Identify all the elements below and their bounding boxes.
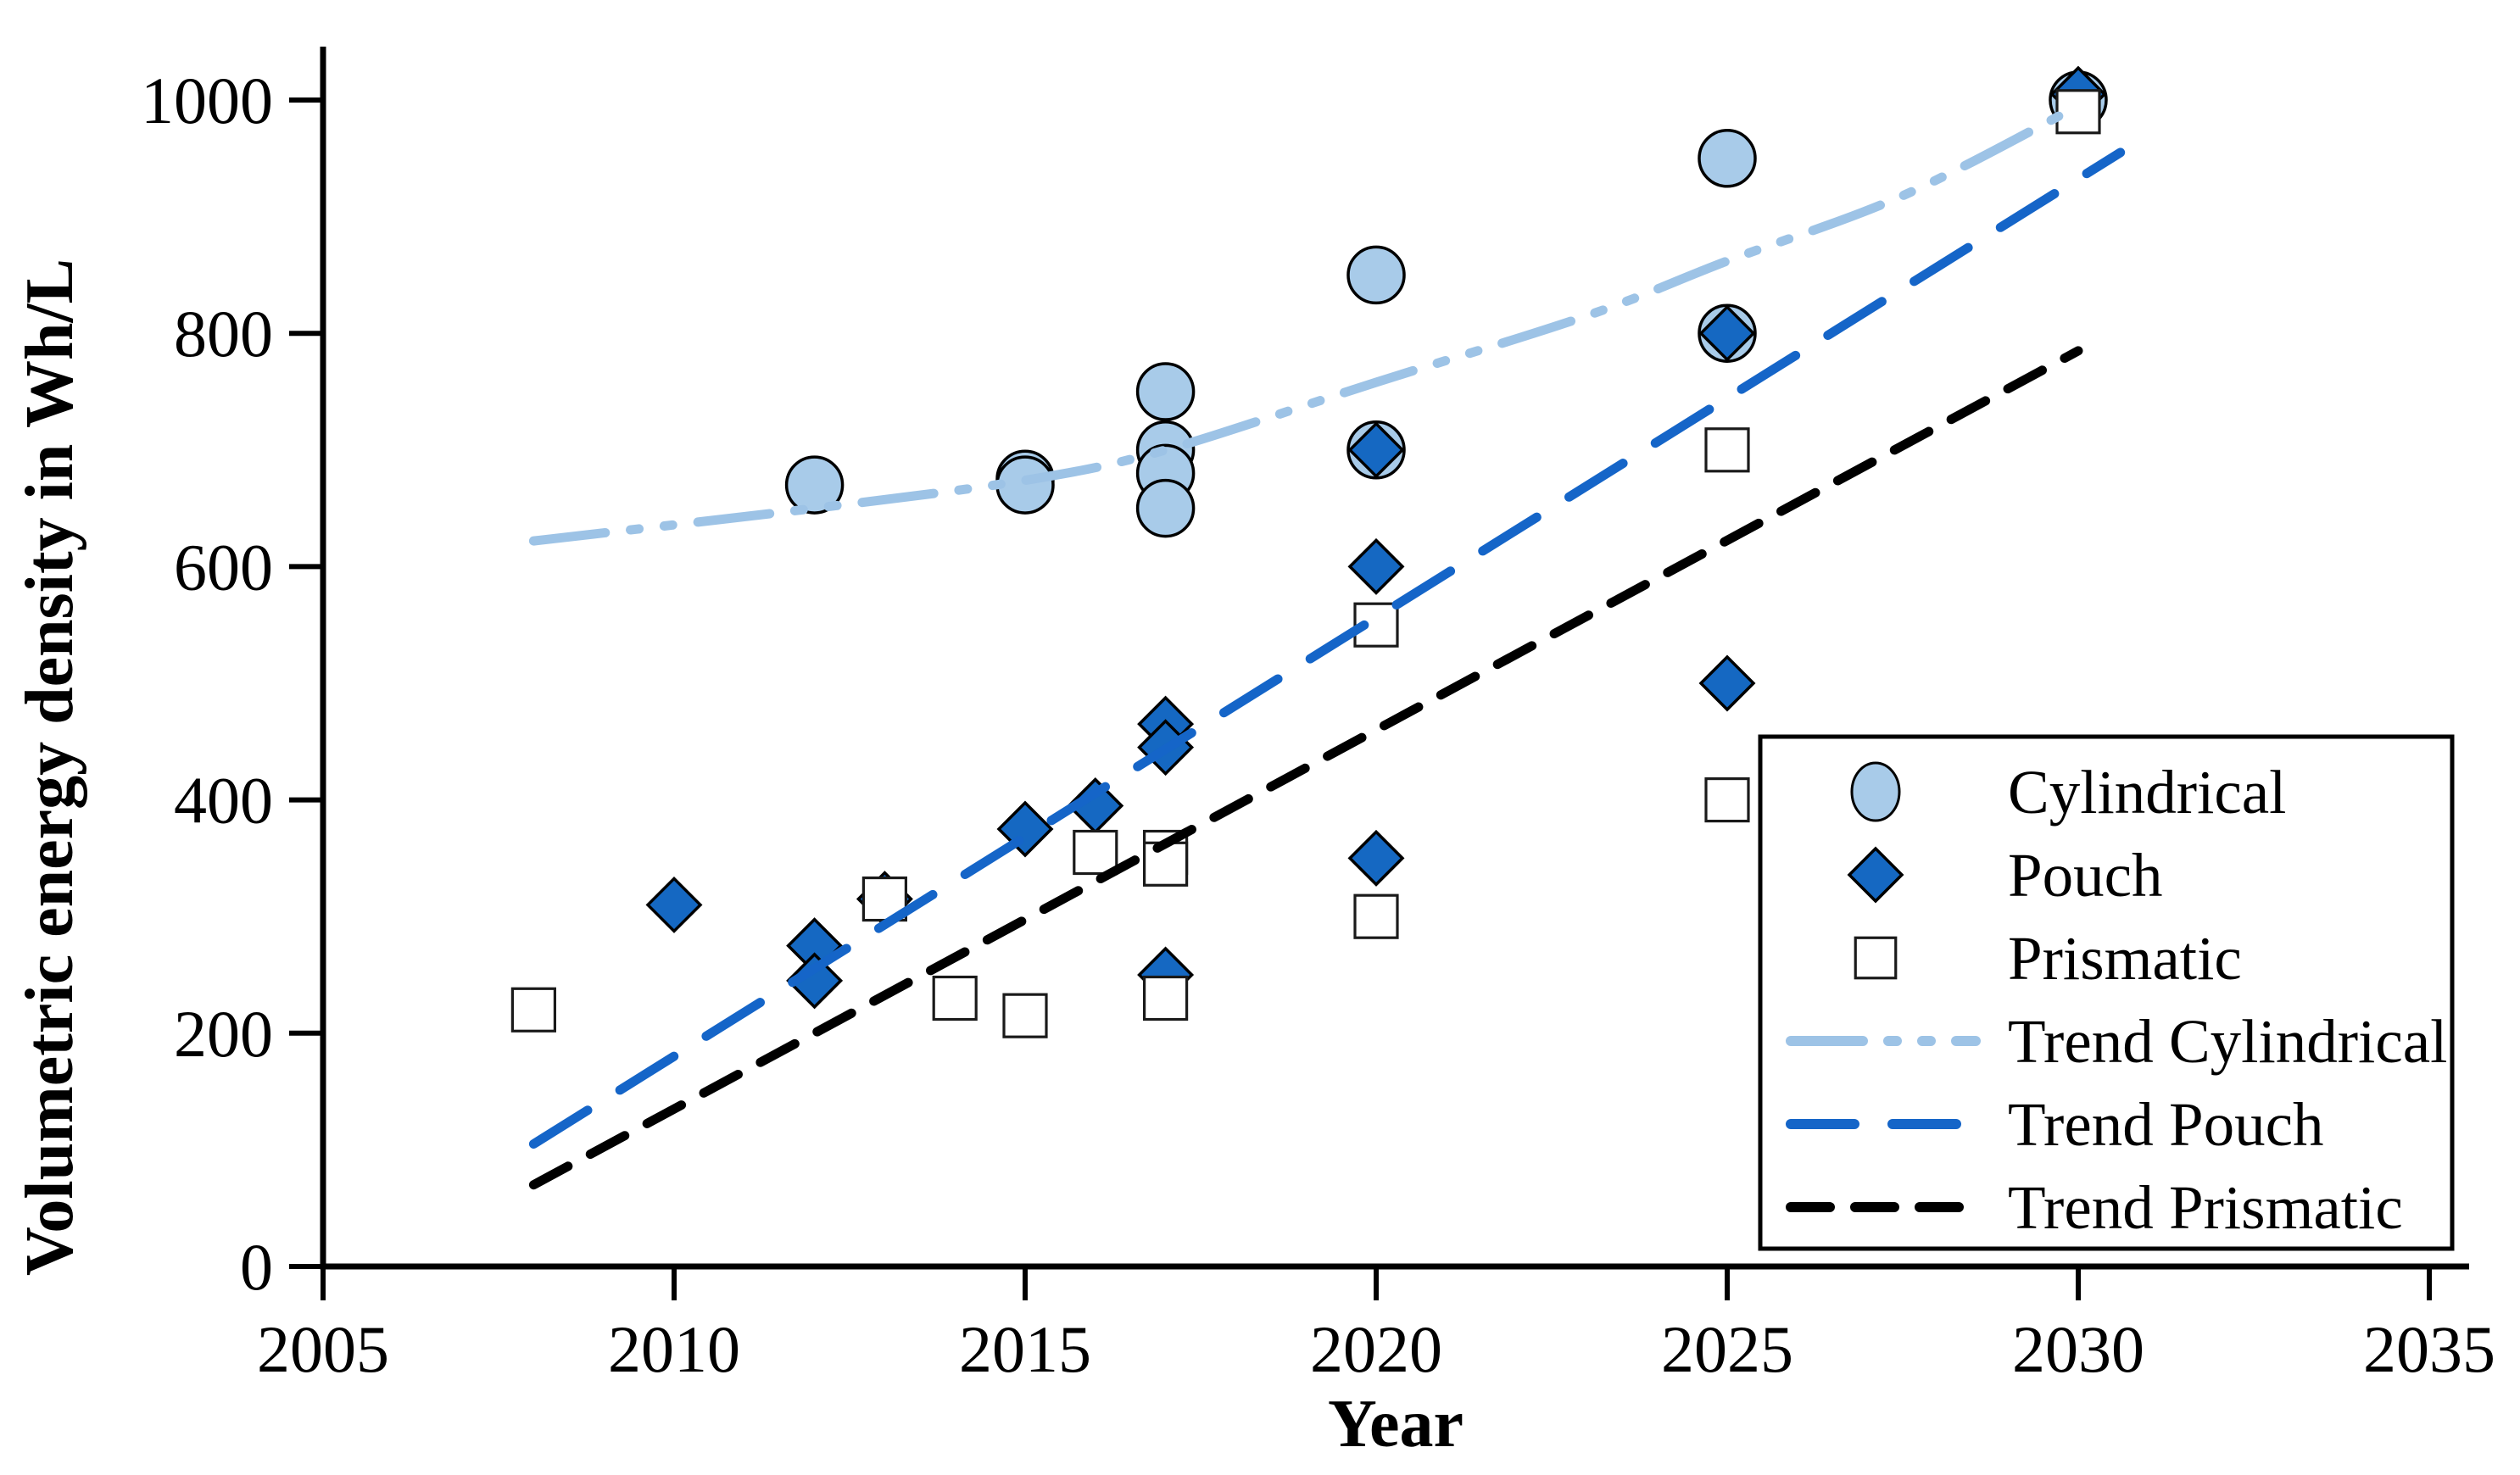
x-tick-label: 2025 bbox=[1661, 1312, 1793, 1386]
legend-item-trend-prismatic: Trend Prismatic bbox=[1786, 1173, 2403, 1242]
series-cylindrical bbox=[784, 70, 2108, 538]
x-tick-label: 2035 bbox=[2363, 1312, 2495, 1386]
data-point-prismatic bbox=[932, 975, 978, 1021]
data-point-cylindrical bbox=[784, 455, 845, 515]
data-point-prismatic bbox=[1142, 975, 1189, 1021]
data-point-pouch bbox=[1698, 304, 1756, 362]
y-tick-label: 1000 bbox=[141, 64, 273, 137]
legend-circle-swatch bbox=[1850, 761, 1901, 822]
data-point-pouch bbox=[1698, 654, 1756, 712]
trend-cylindrical-line bbox=[528, 101, 2083, 546]
data-point-cylindrical bbox=[1346, 245, 1406, 305]
data-point-cylindrical bbox=[1135, 362, 1196, 421]
data-point-cylindrical bbox=[1135, 478, 1196, 538]
legend-label: Trend Prismatic bbox=[2008, 1173, 2403, 1242]
data-point-prismatic bbox=[1002, 993, 1048, 1038]
legend-square-swatch bbox=[1854, 936, 1898, 980]
legend-label: Prismatic bbox=[2008, 924, 2242, 993]
data-point-prismatic bbox=[1073, 829, 1118, 876]
y-tick-label: 200 bbox=[174, 997, 273, 1071]
legend-item-prismatic: Prismatic bbox=[1854, 924, 2242, 993]
trend-prismatic-line bbox=[528, 346, 2083, 1190]
data-point-prismatic bbox=[1353, 893, 1399, 939]
data-point-pouch bbox=[1347, 537, 1405, 595]
trend-lines-layer bbox=[528, 101, 2126, 1190]
data-point-prismatic bbox=[1704, 776, 1750, 823]
legend-label: Cylindrical bbox=[2008, 758, 2286, 827]
legend-diamond-swatch bbox=[1847, 846, 1904, 904]
x-tick-label: 2010 bbox=[608, 1312, 740, 1386]
data-point-pouch bbox=[1347, 829, 1405, 887]
y-tick-label: 800 bbox=[174, 297, 273, 370]
data-point-prismatic bbox=[510, 987, 557, 1032]
data-point-cylindrical bbox=[1698, 129, 1757, 188]
data-point-prismatic bbox=[2055, 89, 2101, 135]
y-tick-label: 400 bbox=[174, 764, 273, 838]
x-axis-title: Year bbox=[1328, 1387, 1463, 1461]
data-point-pouch bbox=[645, 876, 703, 933]
x-tick-label: 2015 bbox=[959, 1312, 1091, 1386]
legend-label: Trend Cylindrical bbox=[2008, 1007, 2447, 1076]
x-tick-label: 2005 bbox=[257, 1312, 389, 1386]
data-point-cylindrical bbox=[995, 455, 1055, 515]
legend-box bbox=[1758, 734, 2455, 1251]
legend-label: Trend Pouch bbox=[2008, 1090, 2324, 1159]
y-tick-label: 600 bbox=[174, 530, 273, 604]
trend-pouch-line bbox=[528, 148, 2126, 1149]
y-axis-title: Volumetric energy density in Wh/L bbox=[13, 259, 87, 1276]
axes-layer: 0 200 400 600 800 1000 2005 2010 2015 2020 2025 203… bbox=[141, 47, 2495, 1386]
data-point-prismatic bbox=[1142, 841, 1189, 887]
data-point-pouch bbox=[1347, 421, 1405, 479]
legend-item-trend-cylindrical: Trend Cylindrical bbox=[1786, 1007, 2447, 1076]
legend-label: Pouch bbox=[2008, 841, 2163, 910]
legend-item-trend-pouch: Trend Pouch bbox=[1786, 1090, 2324, 1159]
x-tick-label: 2020 bbox=[1310, 1312, 1442, 1386]
data-point-prismatic bbox=[1704, 427, 1750, 473]
legend-item-pouch: Pouch bbox=[1847, 841, 2163, 910]
data-point-pouch bbox=[786, 952, 844, 1010]
y-tick-label: 0 bbox=[240, 1230, 273, 1304]
x-tick-label: 2030 bbox=[2012, 1312, 2144, 1386]
legend: Cylindrical Pouch Prismatic Trend Cylindric… bbox=[1758, 734, 2455, 1251]
legend-item-cylindrical: Cylindrical bbox=[1850, 758, 2286, 827]
